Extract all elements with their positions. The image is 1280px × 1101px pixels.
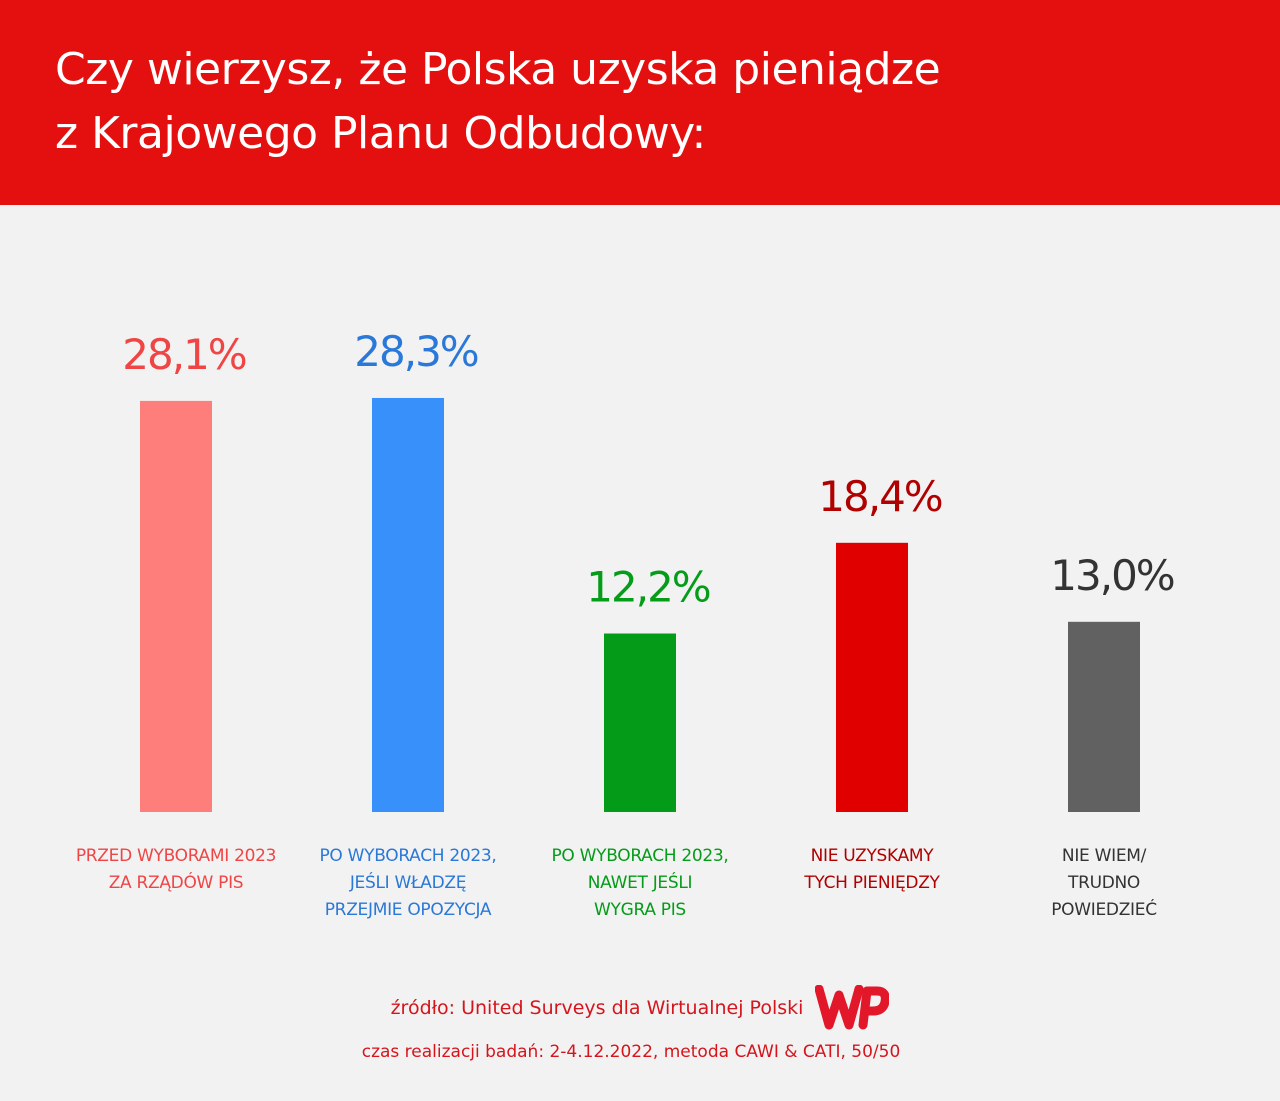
title-line-2: z Krajowego Planu Odbudowy: bbox=[55, 108, 706, 159]
category-label: PRZED WYBORAMI 2023 ZA RZĄDÓW PIS bbox=[75, 846, 277, 893]
bar bbox=[140, 400, 212, 812]
category-label: PO WYBORACH 2023, JEŚLI WŁADZĘ PRZEJMIE … bbox=[319, 846, 497, 920]
bar bbox=[1068, 621, 1140, 812]
survey-meta: czas realizacji badań: 2-4.12.2022, meto… bbox=[361, 1042, 901, 1062]
bar bbox=[604, 633, 676, 812]
data-label: 28,3% bbox=[354, 327, 478, 376]
source-text: źródło: United Surveys dla Wirtualnej Po… bbox=[390, 997, 804, 1019]
data-label: 13,0% bbox=[1050, 551, 1174, 600]
bar bbox=[836, 542, 908, 812]
header-banner: Czy wierzysz, że Polska uzyska pieniądze… bbox=[0, 0, 1280, 205]
bar bbox=[372, 397, 444, 812]
source-line: źródło: United Surveys dla Wirtualnej Po… bbox=[0, 985, 1280, 1031]
title-line-1: Czy wierzysz, że Polska uzyska pieniądze bbox=[55, 44, 941, 95]
bar-chart: 28,1% 28,3% 12,2% 18,4% 13,0% bbox=[122, 327, 1176, 812]
chart-title: Czy wierzysz, że Polska uzyska pieniądze… bbox=[55, 38, 941, 166]
data-label: 18,4% bbox=[818, 472, 942, 521]
category-label: PO WYBORACH 2023, NAWET JEŚLI WYGRA PIS bbox=[551, 846, 729, 920]
category-label: NIE WIEM/ TRUDNO POWIEDZIEĆ bbox=[1051, 846, 1157, 920]
category-label: NIE UZYSKAMY TYCH PIENIĘDZY bbox=[804, 846, 940, 893]
data-label: 28,1% bbox=[122, 330, 246, 379]
wp-logo bbox=[815, 985, 890, 1030]
data-label: 12,2% bbox=[586, 563, 710, 612]
